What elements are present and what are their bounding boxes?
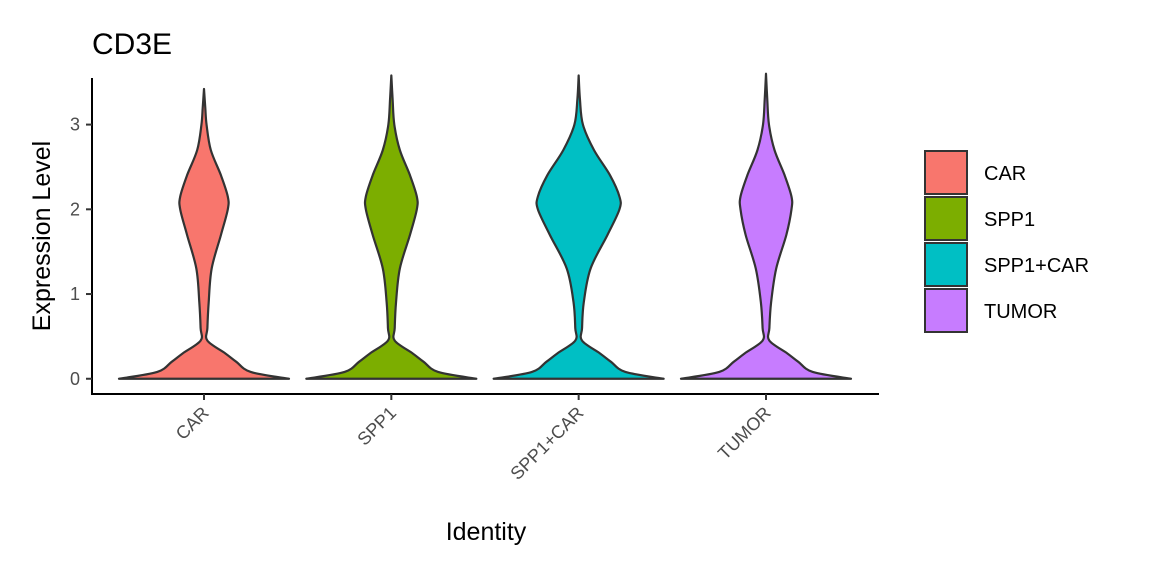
x-tick-label: TUMOR xyxy=(714,403,775,464)
legend-swatch xyxy=(924,196,968,241)
legend-label: TUMOR xyxy=(984,301,1057,323)
legend-label: SPP1 xyxy=(984,209,1035,231)
legend-swatch xyxy=(924,242,968,287)
y-tick-label: 3 xyxy=(70,115,80,135)
y-axis-title: Expression Level xyxy=(28,141,56,331)
violin-car xyxy=(117,87,291,380)
y-tick-label: 1 xyxy=(70,284,80,304)
y-ticks: 0 1 2 3 xyxy=(70,115,92,389)
violin-tumor xyxy=(679,72,853,380)
x-tick-label: SPP1 xyxy=(353,403,400,450)
violin-spp1 xyxy=(305,74,478,380)
x-tick-label: SPP1+CAR xyxy=(506,403,587,484)
x-tick-label: CAR xyxy=(172,403,213,444)
chart-title: CD3E xyxy=(92,28,172,61)
y-tick-label: 2 xyxy=(70,199,80,219)
violin-group xyxy=(117,72,853,380)
x-ticks: CAR SPP1 SPP1+CAR TUMOR xyxy=(172,394,775,484)
legend-swatch xyxy=(924,288,968,333)
violin-spp1-car xyxy=(492,74,665,380)
y-tick-label: 0 xyxy=(70,369,80,389)
x-axis-title: Identity xyxy=(446,518,527,546)
legend: CAR SPP1 SPP1+CAR TUMOR xyxy=(924,150,1089,333)
legend-swatch xyxy=(924,150,968,195)
legend-label: SPP1+CAR xyxy=(984,255,1089,277)
legend-label: CAR xyxy=(984,163,1026,185)
